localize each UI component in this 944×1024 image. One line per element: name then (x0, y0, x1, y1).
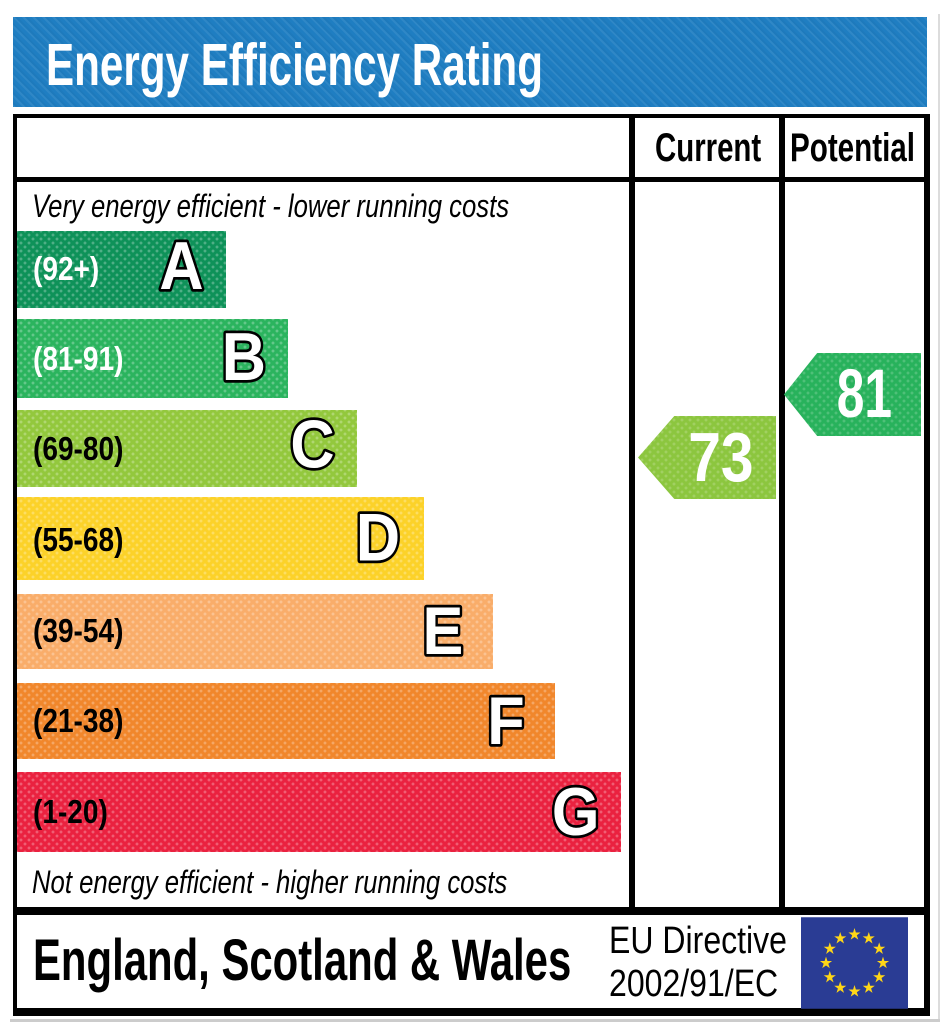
svg-text:E: E (422, 592, 463, 669)
svg-text:A: A (159, 227, 203, 304)
svg-text:F: F (487, 682, 524, 759)
svg-text:D: D (356, 499, 400, 576)
svg-text:G: G (552, 773, 600, 850)
svg-text:B: B (222, 318, 266, 395)
svg-text:C: C (290, 405, 334, 482)
